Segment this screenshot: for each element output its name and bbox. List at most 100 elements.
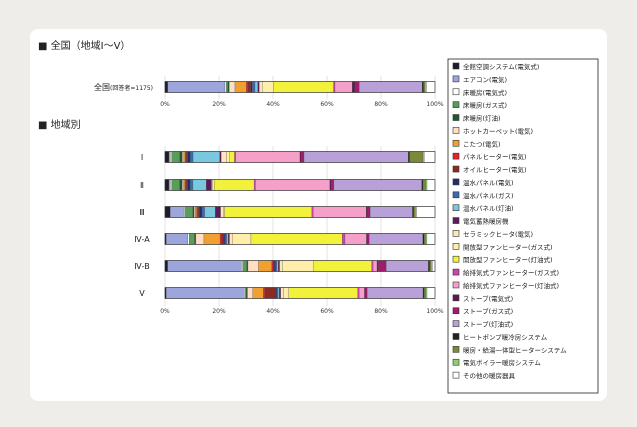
bar-segment — [232, 233, 252, 245]
bar-segment — [288, 287, 359, 299]
bar-segment — [242, 260, 247, 272]
bar-segment — [221, 233, 225, 245]
bar-segment — [409, 151, 424, 163]
bar-segment — [273, 81, 334, 93]
bar-segment — [424, 81, 427, 93]
x-tick-label: 80% — [374, 308, 388, 315]
bar-segment — [422, 151, 425, 163]
bar-segment — [378, 260, 387, 272]
legend-swatch — [452, 268, 460, 276]
bar-segment — [246, 260, 249, 272]
bar-outline — [164, 233, 436, 245]
legend-label: 床暖房(電気式) — [463, 88, 507, 97]
bar-segment — [182, 179, 184, 191]
bar-segment — [164, 206, 171, 218]
bar-segment — [386, 260, 429, 272]
bar-segment — [250, 233, 343, 245]
bar-segment — [252, 287, 264, 299]
bar-segment — [365, 287, 368, 299]
bar-segment — [234, 81, 247, 93]
bar-segment — [430, 260, 433, 272]
bar-segment — [313, 260, 372, 272]
legend-label: 温水パネル(灯油) — [463, 204, 514, 213]
bar-segment — [190, 151, 194, 163]
bar-segment — [333, 179, 422, 191]
bar-segment — [168, 179, 171, 191]
bar-segment — [426, 287, 436, 299]
bar-segment — [257, 81, 260, 93]
legend-label: 給排気式ファンヒーター(ガス式) — [463, 268, 559, 277]
legend-swatch — [452, 114, 460, 121]
bar-segment — [432, 260, 436, 272]
bar-segment — [166, 233, 188, 245]
bar-segment — [311, 206, 314, 218]
bar-outline — [164, 151, 436, 163]
legend-label: ストーブ(電気式) — [463, 294, 513, 303]
legend-label: エアコン(電気) — [463, 75, 507, 84]
legend-swatch — [452, 294, 460, 302]
bar-segment — [220, 151, 227, 163]
bar-segment — [344, 233, 367, 245]
bar-segment — [206, 179, 212, 191]
bar-segment — [423, 81, 426, 93]
legend-label: ホットカーペット(電気) — [463, 126, 533, 135]
bar-segment — [192, 206, 195, 218]
bar-segment — [164, 260, 168, 272]
legend-swatch — [452, 371, 460, 379]
bar-segment — [211, 179, 214, 191]
bar-segment — [171, 179, 180, 191]
bar-segment — [408, 151, 410, 163]
bar-segment — [194, 233, 197, 245]
bar-segment — [424, 151, 436, 163]
legend-swatch — [452, 191, 460, 199]
legend-label: こたつ(電気) — [463, 139, 501, 148]
bar-segment — [195, 206, 197, 218]
bar-segment — [184, 206, 193, 218]
bar-segment — [187, 179, 191, 191]
legend-label: その他の暖房器具 — [463, 371, 516, 380]
bar-segment — [359, 287, 365, 299]
bar-segment — [369, 206, 413, 218]
legend-swatch — [452, 101, 460, 108]
bar-segment — [274, 260, 276, 272]
bar-segment — [278, 260, 280, 272]
row-label-Ⅲ: Ⅲ — [139, 208, 145, 217]
bar-segment — [416, 206, 436, 218]
bar-segment — [342, 233, 346, 245]
legend-swatch — [452, 358, 460, 366]
legend-swatch — [452, 75, 460, 83]
bar-segment — [250, 81, 253, 93]
legend-swatch — [452, 178, 460, 186]
bar-segment — [422, 287, 425, 299]
bar-segment — [263, 287, 265, 299]
bar-segment — [425, 233, 428, 245]
bar-segment — [413, 206, 416, 218]
bar-segment — [299, 151, 302, 163]
bar-segment — [283, 287, 289, 299]
bar-segment — [164, 81, 169, 93]
bar-segment — [264, 287, 276, 299]
legend-box — [447, 58, 599, 394]
bar-segment — [421, 179, 424, 191]
bar-segment — [254, 81, 259, 93]
bar-segment — [275, 260, 278, 272]
bar-segment — [422, 179, 426, 191]
bar-outline — [164, 179, 436, 191]
bar-segment — [179, 151, 183, 163]
bar-segment — [367, 233, 370, 245]
legend-label: 全館空調システム(電気式) — [463, 62, 539, 71]
bar-segment — [184, 151, 187, 163]
bar-segment — [246, 81, 249, 93]
legend-label: 温水パネル(ガス) — [463, 191, 514, 200]
bar-segment — [214, 179, 255, 191]
bar-segment — [201, 206, 205, 218]
bar-segment — [182, 151, 184, 163]
legend-swatch — [452, 346, 460, 353]
x-tick-label: 60% — [320, 308, 334, 315]
bar-outline — [164, 260, 436, 272]
bar-segment — [259, 81, 263, 93]
legend-label: 床暖房(灯油) — [463, 114, 501, 123]
x-tick-label: 40% — [266, 308, 280, 315]
bar-segment — [313, 206, 367, 218]
bar-segment — [192, 179, 207, 191]
